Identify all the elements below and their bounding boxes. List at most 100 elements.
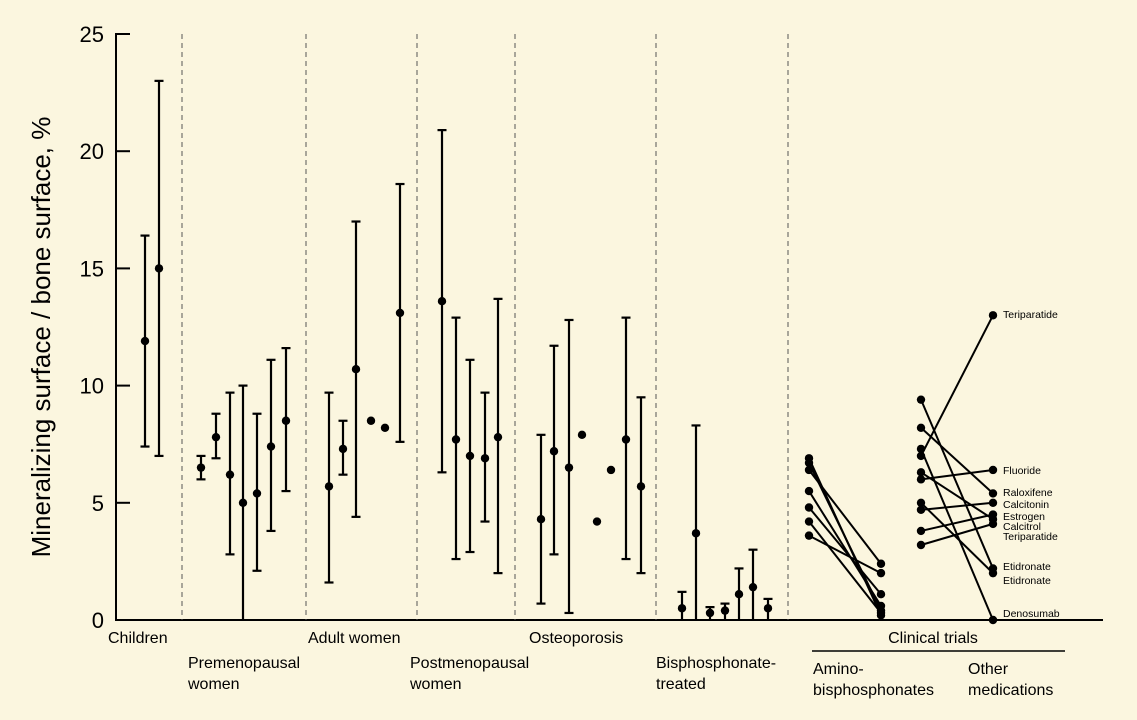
pair-point-after — [988, 465, 998, 475]
data-point — [437, 297, 447, 306]
pair-point-after — [876, 559, 886, 568]
data-point — [338, 444, 348, 454]
drug-label: Estrogen — [1003, 511, 1045, 523]
data-point — [154, 264, 164, 273]
y-tick-label: 20 — [80, 139, 104, 164]
data-point — [705, 608, 715, 618]
pair-point-after — [876, 601, 886, 611]
drug-label: Etidronate — [1003, 575, 1051, 587]
data-point — [748, 582, 758, 592]
pair-line — [808, 520, 882, 614]
pair-line — [920, 448, 994, 621]
drug-label: Fluoride — [1003, 465, 1041, 477]
data-point — [577, 430, 587, 440]
data-point — [763, 604, 773, 613]
pair-point-before — [916, 395, 926, 404]
group-separators — [181, 34, 789, 620]
pair-line — [920, 501, 994, 511]
drug-label: Teriparatide — [1003, 531, 1058, 543]
pair-point-after — [876, 590, 886, 599]
drug-label: Teriparatide — [1003, 309, 1058, 321]
data-point — [621, 435, 631, 444]
data-point — [592, 517, 602, 526]
data-point — [351, 364, 361, 374]
pair-line — [920, 399, 994, 569]
data-point — [564, 463, 574, 472]
data-point — [536, 515, 546, 524]
data-point — [324, 482, 334, 491]
y-tick-label: 0 — [92, 608, 104, 633]
pair-line — [920, 471, 994, 521]
data-point — [691, 529, 701, 538]
labels: Children Premenopausal women Adult women Pos… — [108, 309, 1065, 699]
pair-line — [920, 427, 994, 495]
data-point — [549, 447, 559, 456]
pair-point-before — [804, 465, 814, 475]
x-group-label-premenopausal: women — [187, 676, 240, 693]
y-tick-label: 5 — [92, 491, 104, 516]
pair-point-after — [876, 568, 886, 578]
pair-point-after — [988, 498, 998, 507]
aminobisphosphonates-label: Amino- — [813, 661, 864, 678]
x-group-label-bisphosphonate: treated — [656, 676, 706, 693]
data-point — [720, 606, 730, 615]
data-point — [196, 463, 206, 472]
data-point — [238, 498, 248, 507]
drug-label: Calcitonin — [1003, 499, 1049, 511]
other-medications-label: Other — [968, 661, 1009, 678]
data-point — [225, 470, 235, 479]
y-axis-label: Mineralizing surface / bone surface, % — [26, 117, 56, 558]
data-point — [465, 451, 475, 461]
y-tick-label: 25 — [80, 22, 104, 47]
pair-point-before — [804, 503, 814, 512]
pair-point-before — [804, 531, 814, 540]
data-point — [395, 308, 405, 318]
pair-line — [920, 314, 994, 457]
clinical-trials-label: Clinical trials — [888, 630, 978, 647]
data-point — [480, 454, 490, 463]
pair-line — [920, 513, 994, 532]
pair-point-before — [804, 486, 814, 496]
x-group-label-bisphosphonate: Bisphosphonate- — [656, 655, 776, 672]
data-point — [266, 442, 276, 451]
pair-point-before — [916, 526, 926, 536]
drug-label: Calcitrol — [1003, 521, 1041, 533]
x-group-label-osteoporosis: Osteoporosis — [529, 630, 623, 647]
pair-line — [808, 534, 882, 575]
data-point — [140, 336, 150, 346]
y-tick-label: 10 — [80, 374, 104, 399]
data-point — [451, 435, 461, 444]
pair-point-before — [804, 517, 814, 526]
axes: 0 5 10 15 20 25 Mineralizing surface / bone su… — [26, 22, 1103, 633]
x-group-label-children: Children — [108, 630, 168, 647]
y-tick-label: 15 — [80, 256, 104, 281]
pair-point-before — [916, 444, 926, 454]
pair-point-after — [988, 615, 998, 625]
drug-label: Raloxifene — [1003, 487, 1053, 499]
data-point — [211, 432, 221, 442]
pair-point-after — [988, 489, 998, 498]
pair-line — [920, 502, 994, 574]
x-group-label-postmenopausal: Postmenopausal — [410, 655, 529, 672]
x-group-label-premenopausal: Premenopausal — [188, 655, 300, 672]
pair-point-before — [916, 498, 926, 507]
data-point — [734, 590, 744, 599]
pair-line — [808, 469, 882, 565]
pair-point-after — [876, 608, 886, 618]
pair-point-before — [916, 423, 926, 432]
drug-label: Denosumab — [1003, 608, 1060, 620]
aminobisphosphonates-label: bisphosphonates — [813, 682, 934, 699]
pair-point-after — [988, 311, 998, 320]
data-point — [493, 432, 503, 442]
data-point — [677, 604, 687, 613]
data-point — [366, 416, 376, 425]
pair-point-after — [988, 519, 998, 529]
data-point — [252, 489, 262, 498]
x-group-label-postmenopausal: women — [409, 676, 462, 693]
data-point — [606, 465, 616, 475]
pair-line — [808, 490, 882, 607]
x-group-label-adult: Adult women — [308, 630, 401, 647]
data-point — [281, 416, 291, 425]
pair-point-before — [916, 505, 926, 515]
